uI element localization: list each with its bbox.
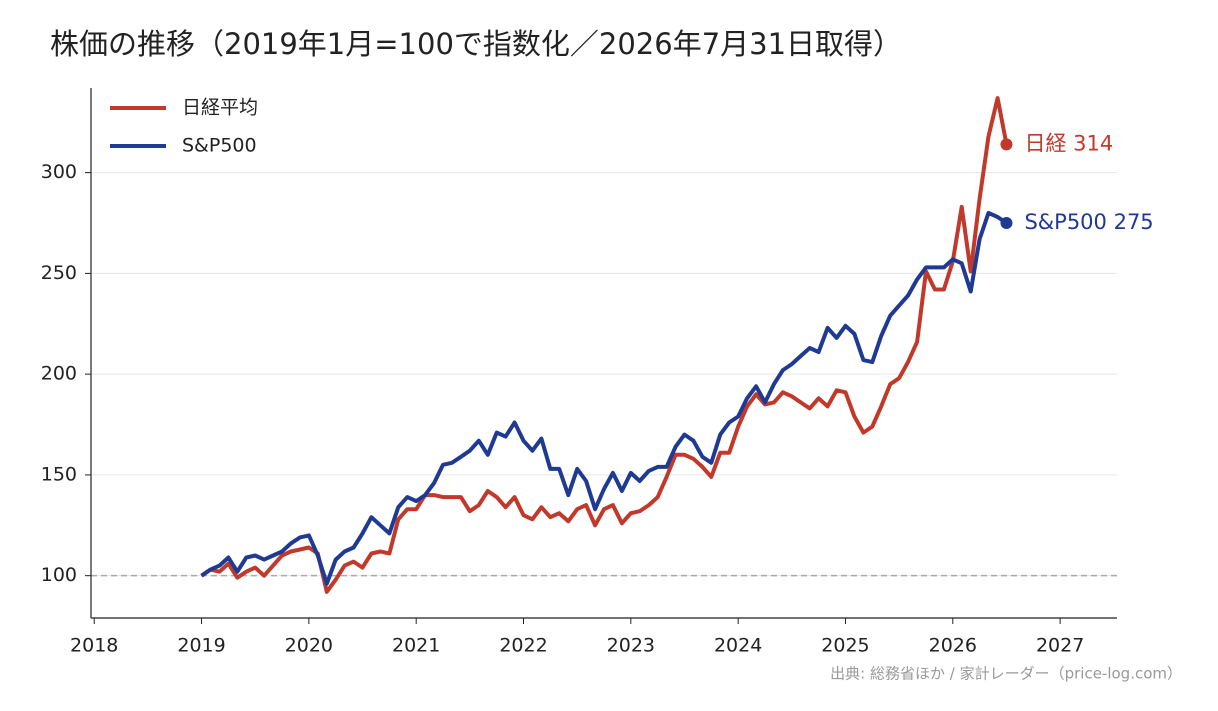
x-tick-label: 2021	[392, 635, 440, 657]
end-label: 日経 314	[1024, 131, 1113, 155]
y-tick-label: 100	[41, 564, 77, 586]
x-tick-label: 2027	[1036, 635, 1084, 657]
x-tick-label: 2020	[285, 635, 333, 657]
x-tick-label: 2022	[499, 635, 547, 657]
y-tick-label: 300	[41, 161, 77, 183]
series-line	[200, 210, 1008, 586]
y-tick-label: 250	[41, 262, 77, 284]
x-tick-label: 2026	[929, 635, 977, 657]
y-tick-label: 200	[41, 363, 77, 385]
y-tick-label: 150	[41, 463, 77, 485]
legend-label: S&P500	[182, 135, 257, 157]
x-tick-label: 2025	[821, 635, 869, 657]
chart-title: 株価の推移（2019年1月=100で指数化／2026年7月31日取得）	[50, 27, 902, 61]
series-line	[200, 96, 1009, 594]
x-tick-label: 2019	[177, 635, 225, 657]
x-tick-label: 2024	[714, 635, 762, 657]
x-tick-label: 2023	[607, 635, 655, 657]
end-point	[1000, 138, 1013, 151]
end-label: S&P500 275	[1024, 210, 1153, 234]
x-tick-label: 2018	[70, 635, 118, 657]
source-note: 出典: 総務省ほか / 家計レーダー（price-log.com）	[830, 665, 1182, 683]
legend-label: 日経平均	[182, 97, 258, 119]
end-point	[1000, 217, 1013, 230]
